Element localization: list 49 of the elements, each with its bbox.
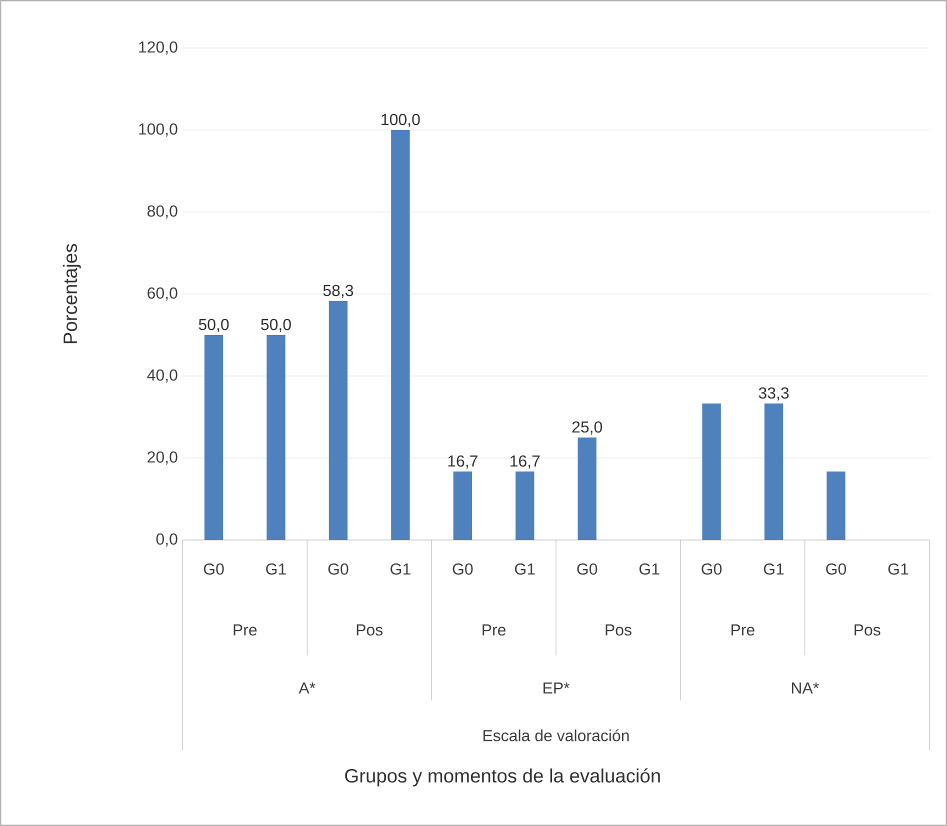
x-tick-label: G0 (577, 563, 598, 575)
y-tick-label: 0,0 (156, 533, 178, 547)
data-label: 16,7 (510, 455, 540, 469)
bar (516, 472, 534, 540)
bar (764, 403, 784, 540)
data-label: 50,0 (261, 318, 291, 332)
x-tick-label: G0 (452, 563, 473, 575)
y-tick-label: 60,0 (148, 287, 178, 301)
data-label: 25,0 (572, 421, 602, 435)
x-tick-label: G1 (639, 563, 660, 575)
x-tick-label: G0 (826, 563, 846, 575)
text: Pos (356, 624, 383, 636)
x-tick-label: G0 (702, 563, 722, 575)
y-tick-label: 100,0 (139, 123, 178, 137)
bar (266, 335, 286, 540)
data-label: 50,0 (198, 318, 229, 332)
text: Pos (854, 624, 880, 636)
text: Escala de valoración (484, 729, 629, 742)
bar (702, 403, 721, 540)
text: Pre (234, 624, 257, 636)
y-tick-label: 20,0 (148, 451, 178, 465)
y-tick-label: 120,0 (139, 41, 178, 55)
bar (391, 130, 410, 540)
text: EP* (544, 682, 570, 694)
data-label: 33,3 (758, 387, 789, 401)
text: Pre (732, 624, 754, 636)
data-label: 58,3 (323, 284, 354, 298)
bar (204, 335, 224, 540)
text: Pos (606, 624, 632, 636)
data-label: 100,0 (382, 114, 420, 128)
bar (826, 472, 846, 540)
text: A* (298, 682, 316, 694)
text: Grupos y momentos de la evaluación (345, 768, 660, 786)
x-tick-label: G1 (515, 563, 535, 575)
text: Pre (482, 624, 506, 636)
x-tick-label: G0 (204, 563, 224, 575)
x-tick-label: G1 (888, 563, 908, 575)
x-tick-label: G0 (328, 563, 348, 575)
text: NA* (792, 682, 819, 694)
bar (328, 300, 348, 540)
bar (453, 472, 472, 540)
y-tick-label: 40,0 (147, 369, 178, 383)
y-axis-title: Porcentajes (62, 244, 81, 344)
x-tick-label: G1 (390, 563, 410, 575)
y-tick-label: 80,0 (148, 205, 178, 219)
bar (578, 437, 596, 540)
data-label: 16,7 (448, 455, 478, 469)
x-tick-label: G1 (266, 563, 286, 575)
x-tick-label: G1 (764, 563, 784, 575)
